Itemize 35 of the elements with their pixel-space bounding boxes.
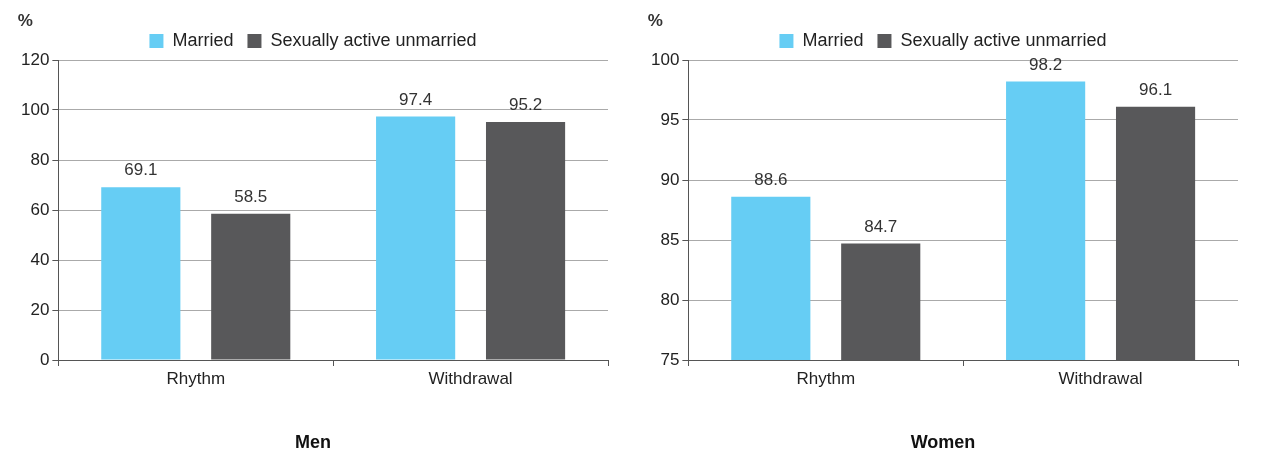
data-label: 97.4 — [399, 89, 433, 109]
data-label: 84.7 — [864, 216, 898, 236]
x-tick-label: Withdrawal — [1058, 368, 1143, 388]
y-tick-label: 100 — [20, 99, 50, 119]
y-tick-label: 0 — [39, 349, 50, 369]
data-label: 95.2 — [509, 95, 543, 115]
data-label: 58.5 — [234, 186, 268, 206]
y-tick-label: 80 — [30, 149, 50, 169]
x-tick-label: Rhythm — [166, 368, 226, 388]
y-tick-label: 40 — [30, 249, 50, 269]
data-label: 88.6 — [754, 169, 788, 189]
bar — [376, 116, 456, 360]
x-tick-label: Withdrawal — [428, 368, 513, 388]
x-tick-label: Rhythm — [796, 368, 856, 388]
legend-label: Married — [172, 29, 234, 50]
text: Women — [910, 432, 976, 453]
data-label: 69.1 — [124, 160, 158, 180]
legend-label: Sexually active unmarried — [270, 29, 477, 50]
y-tick-label: 120 — [20, 49, 50, 69]
y-tick-label: 20 — [30, 299, 50, 319]
y-tick-label: 90 — [660, 169, 680, 189]
y-tick-label: 75 — [660, 349, 680, 369]
y-tick-label: 80 — [660, 289, 680, 309]
legend-label: Married — [802, 29, 864, 50]
data-label: 96.1 — [1139, 79, 1173, 99]
data-label: 98.2 — [1029, 54, 1063, 74]
text: Men — [295, 432, 331, 453]
bar — [101, 187, 181, 360]
y-axis-title: % — [17, 11, 33, 31]
y-tick-label: 95 — [660, 109, 680, 129]
y-tick-label: 100 — [650, 49, 680, 69]
legend-label: Sexually active unmarried — [900, 29, 1107, 50]
y-tick-label: 60 — [30, 199, 50, 219]
y-axis-title: % — [647, 11, 663, 31]
y-tick-label: 85 — [660, 229, 680, 249]
